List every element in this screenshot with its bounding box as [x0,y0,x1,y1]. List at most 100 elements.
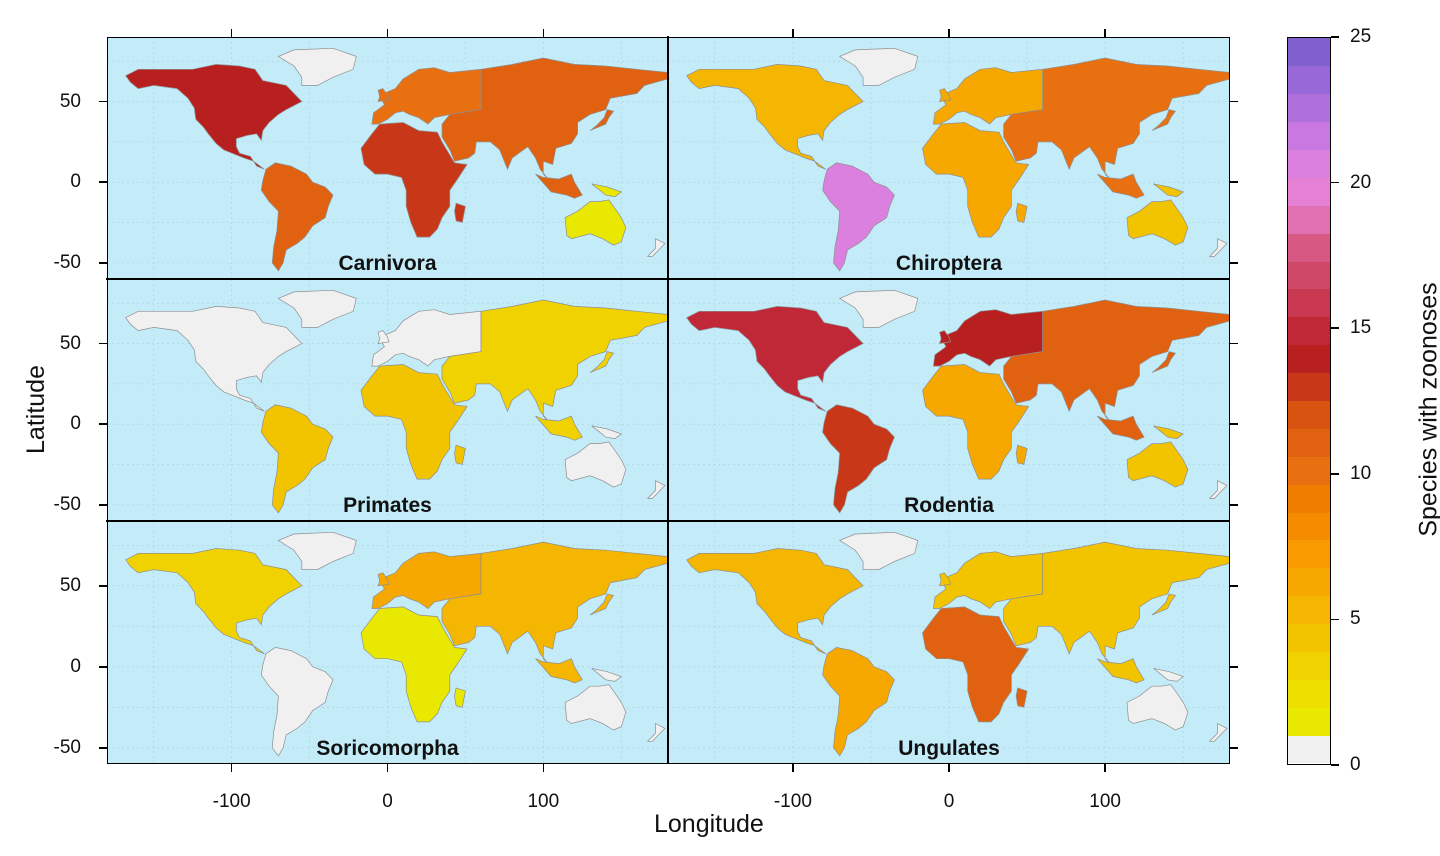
land-af [360,606,468,723]
world-map-rodentia [668,279,1230,521]
colorbar-swatch [1288,121,1330,151]
x-tick-label: 100 [1089,791,1121,812]
world-map-chiroptera [668,37,1230,279]
land-uk [939,572,952,587]
tick-mark [1230,262,1238,264]
world-map-soricomorpha [107,521,668,764]
tick-mark [230,29,233,37]
colorbar-tick-mark [1331,181,1339,184]
colorbar-swatch [1288,372,1330,401]
land-png [1153,668,1184,682]
land-mad [454,444,466,465]
tick-mark [99,262,107,264]
world-map-ungulates [668,521,1230,764]
panel-divider [667,36,669,764]
land-na [125,306,303,412]
land-nz [646,238,666,257]
land-indo [1097,658,1145,684]
colorbar-swatch [1288,261,1330,290]
x-tick-label: -100 [773,791,812,812]
land-indo [535,173,583,199]
tick-mark [1230,181,1238,183]
colorbar-swatch [1288,735,1330,764]
colorbar-swatch [1288,93,1330,123]
land-indo [535,658,583,684]
land-sa [822,404,895,514]
y-tick-label: 50 [59,574,81,596]
tick-mark [99,423,107,425]
land-sa [822,647,895,757]
y-tick-label: -50 [53,493,81,515]
land-png [591,183,623,198]
land-greenland [277,531,357,570]
y-tick-label: 50 [59,90,81,112]
land-af [922,606,1030,723]
land-japan [1151,109,1176,131]
land-as [441,299,668,423]
world-map-primates [107,279,668,521]
colorbar-swatch [1288,233,1330,262]
colorbar-swatch [1288,316,1330,346]
colorbar-swatch [1288,288,1330,318]
tick-mark [386,764,389,772]
tick-mark [1230,342,1238,345]
land-japan [1151,351,1176,373]
land-uk [939,330,952,344]
world-map-carnivora [107,37,668,279]
land-as [441,57,668,181]
land-uk [939,88,952,102]
panel-label-rodentia: Rodentia [904,494,994,517]
colorbar-swatch [1288,205,1330,234]
colorbar-swatch [1288,679,1330,708]
land-af [360,364,468,480]
map-panel-carnivora: Carnivora [107,37,668,279]
x-tick-label: 0 [382,791,393,812]
land-mad [1015,202,1028,223]
land-na [686,548,864,655]
tick-mark [792,29,794,37]
land-sa [822,162,895,272]
land-indo [1097,173,1145,199]
land-png [591,425,623,440]
map-panel-ungulates: Ungulates [668,521,1230,764]
land-japan [1151,593,1176,616]
tick-mark [1230,747,1238,749]
land-na [686,306,864,412]
panel-label-ungulates: Ungulates [898,737,1000,760]
land-greenland [838,47,919,86]
colorbar-swatch [1288,38,1330,67]
tick-mark [948,764,950,772]
x-axis-title: Longitude [654,810,764,838]
panel-divider [106,520,1230,522]
tick-mark [1230,666,1238,668]
land-uk [377,330,390,344]
y-axis-title: Latitude [21,365,50,454]
tick-mark [230,764,233,772]
land-indo [1097,415,1145,441]
land-png [1153,183,1184,198]
land-png [1153,425,1184,440]
colorbar-swatch [1288,623,1330,652]
tick-mark [99,747,107,749]
land-nz [646,722,666,742]
land-greenland [838,531,919,570]
x-tick-label: 100 [527,791,560,812]
y-tick-label: 50 [59,332,81,354]
land-greenland [838,289,919,328]
map-panel-rodentia: Rodentia [668,279,1230,521]
colorbar-swatch [1288,177,1330,206]
colorbar-tick-label: 5 [1350,608,1361,630]
land-mad [1015,687,1028,708]
colorbar-swatch [1288,484,1330,513]
tick-mark [948,29,950,37]
tick-mark [542,764,545,772]
land-af [360,122,468,238]
land-nz [646,480,666,499]
land-mad [454,687,466,708]
tick-mark [1104,764,1106,772]
colorbar-tick-mark [1331,473,1339,475]
tick-mark [99,342,107,345]
colorbar-swatch [1288,149,1330,178]
land-mad [1015,444,1028,465]
colorbar-swatch [1288,428,1330,457]
